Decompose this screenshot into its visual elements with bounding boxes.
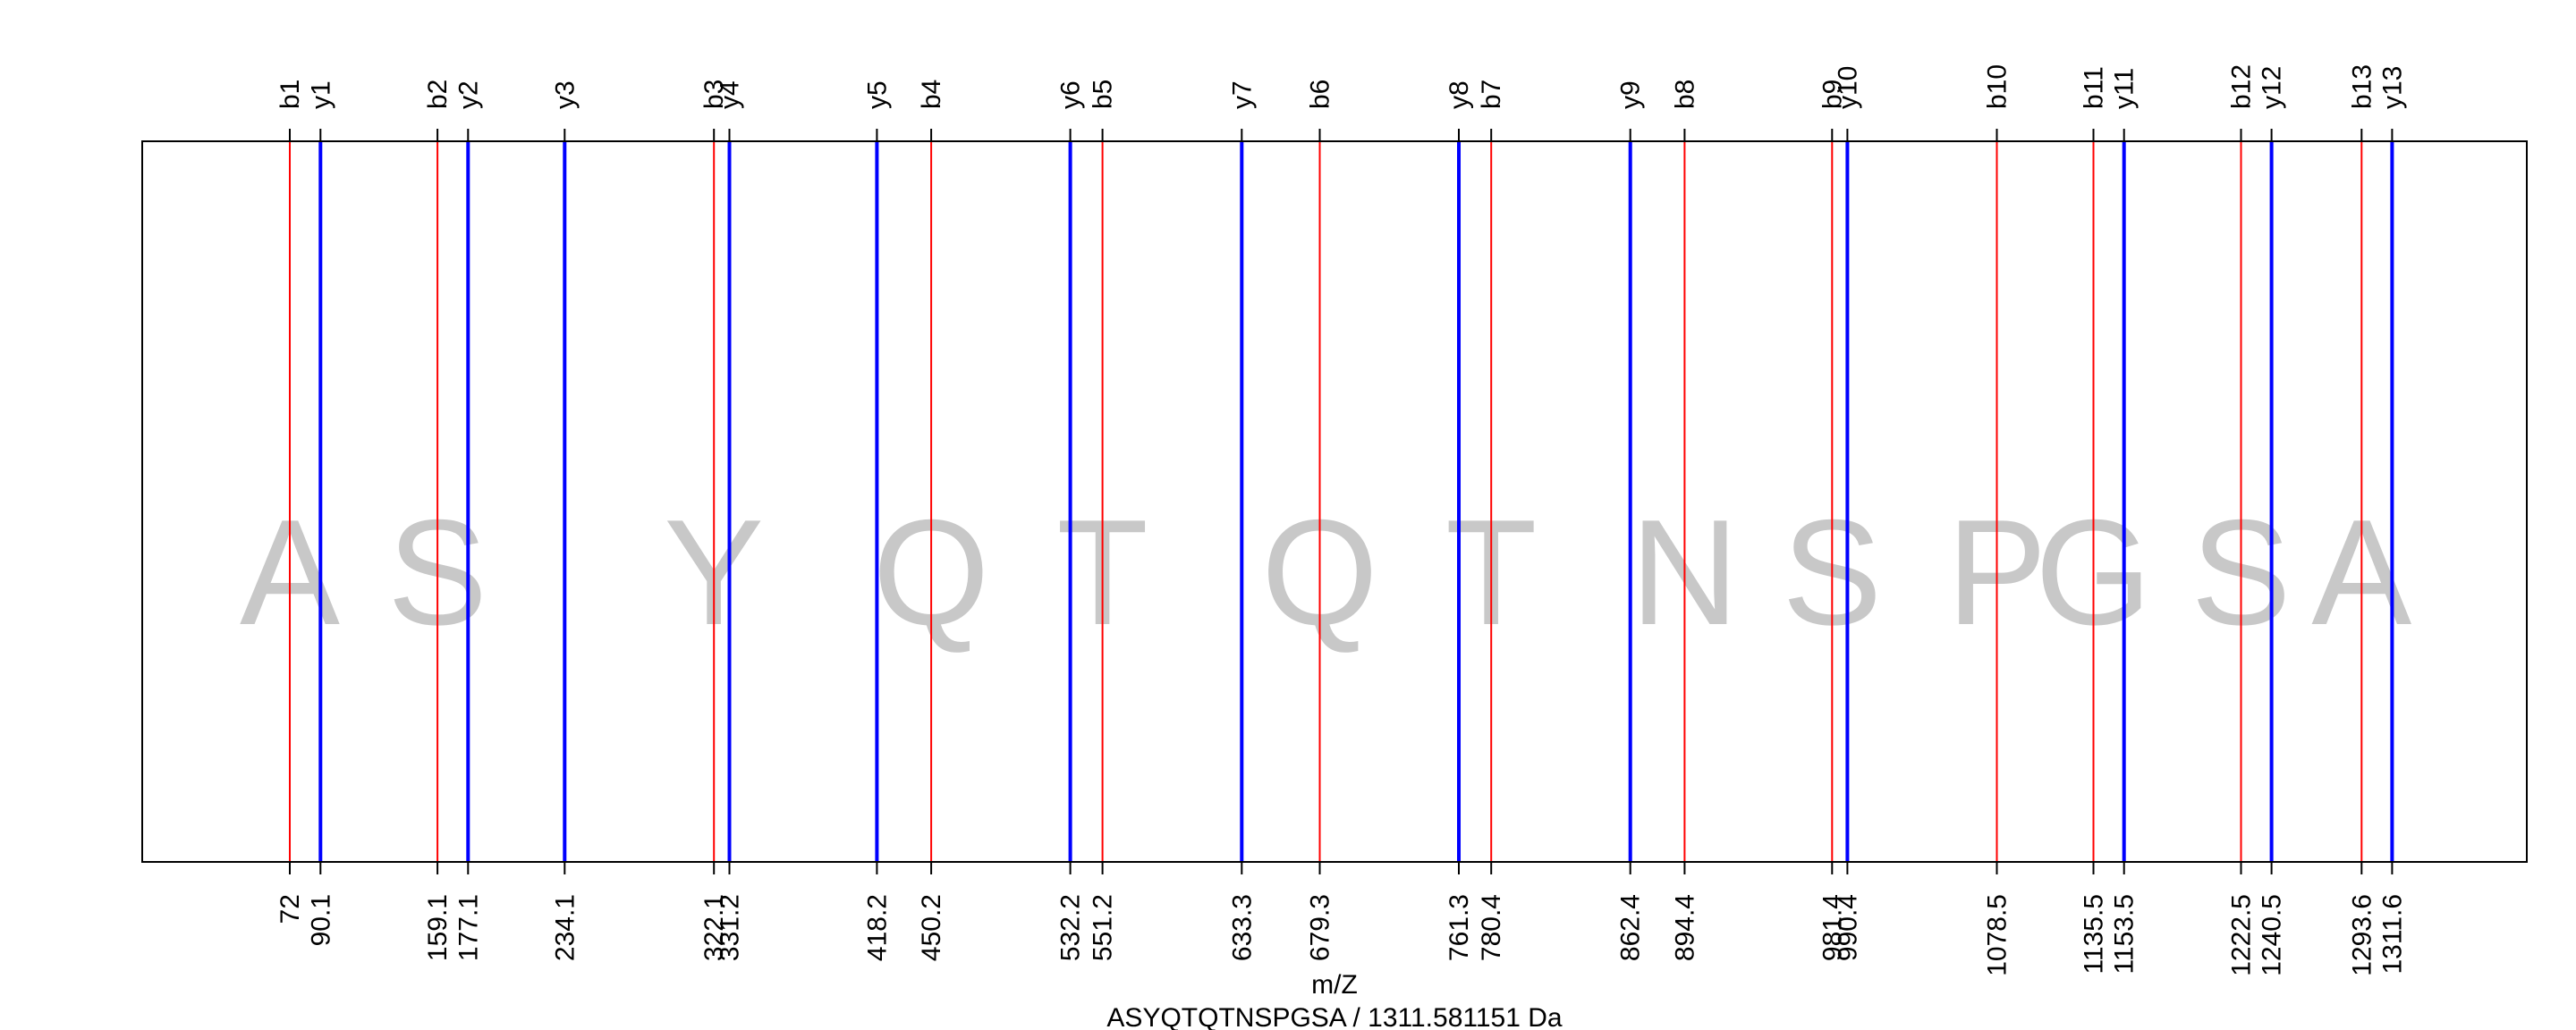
- y-ion-label: y13: [2377, 66, 2407, 109]
- mz-tick-label: 1293.6: [2347, 894, 2377, 976]
- x-axis-label: m/Z: [1311, 970, 1358, 1000]
- mz-tick-label: 633.3: [1227, 894, 1257, 961]
- y-ion-label: y9: [1616, 80, 1646, 109]
- b-ion-label: b10: [1983, 64, 2012, 109]
- mz-tick-label: 551.2: [1089, 894, 1118, 961]
- mz-tick-label: 1078.5: [1983, 894, 2012, 976]
- mz-tick-label: 1135.5: [2080, 894, 2109, 975]
- b-ion-label: b2: [423, 80, 453, 109]
- mz-tick-label: 234.1: [550, 894, 580, 961]
- b-ion-label: b4: [917, 80, 946, 109]
- y-ion-label: y7: [1227, 80, 1257, 109]
- mz-tick-label: 177.1: [453, 894, 483, 961]
- b-ion-label: b9: [1818, 80, 1847, 109]
- mz-tick-label: 331.2: [716, 894, 745, 961]
- mz-tick-label: 322.1: [699, 894, 729, 961]
- tick-labels: b1 72 b2 159.1 b3 322.1 b4 450.2 b5 551.2 b6 679.3 b…: [275, 64, 2407, 976]
- y-ion-label: y12: [2258, 66, 2287, 109]
- mz-tick-label: 990.4: [1833, 894, 1862, 961]
- ion-lines: [289, 141, 2394, 862]
- y-ion-label: y5: [862, 80, 892, 109]
- mz-tick-label: 159.1: [423, 894, 453, 961]
- mz-tick-label: 780.4: [1477, 894, 1506, 961]
- b-ion-label: b6: [1306, 80, 1335, 109]
- y-ion-label: y4: [716, 80, 745, 109]
- y-ion-label: y2: [453, 80, 483, 109]
- mz-tick-label: 862.4: [1616, 894, 1646, 961]
- mz-tick-label: 532.2: [1056, 894, 1086, 961]
- plot-frame: [141, 140, 2528, 863]
- y-ion-label: y3: [550, 80, 580, 109]
- axis-ticks: [289, 129, 2394, 874]
- y-ion-label: y8: [1445, 80, 1474, 109]
- b-ion-label: b13: [2347, 64, 2377, 109]
- b-ion-label: b7: [1477, 80, 1506, 109]
- b-ion-label: b8: [1670, 80, 1699, 109]
- b-ion-label: b5: [1089, 80, 1118, 109]
- y-ion-label: y1: [306, 80, 335, 109]
- mz-tick-label: 90.1: [306, 894, 335, 946]
- b-ion-label: b3: [699, 80, 729, 109]
- b-ion-label: b1: [275, 80, 305, 109]
- y-ion-label: y11: [2110, 68, 2140, 109]
- mz-tick-label: 1240.5: [2258, 894, 2287, 976]
- mz-tick-label: 1222.5: [2227, 894, 2257, 976]
- mz-tick-label: 894.4: [1670, 894, 1699, 961]
- b-ion-label: b12: [2227, 64, 2257, 109]
- mz-tick-label: 1153.5: [2110, 894, 2140, 975]
- mz-tick-label: 679.3: [1306, 894, 1335, 961]
- mz-tick-label: 981.4: [1818, 894, 1847, 961]
- chart-caption: ASYQTQTNSPGSA / 1311.581151 Da: [1106, 1003, 1562, 1030]
- mz-tick-label: 418.2: [862, 894, 892, 961]
- mz-tick-label: 450.2: [917, 894, 946, 961]
- b-ion-label: b11: [2080, 66, 2109, 109]
- mz-tick-label: 72: [275, 894, 305, 924]
- mz-tick-label: 1311.6: [2377, 894, 2407, 975]
- y-ion-label: y10: [1833, 66, 1862, 109]
- mz-tick-label: 761.3: [1445, 894, 1474, 961]
- y-ion-label: y6: [1056, 80, 1086, 109]
